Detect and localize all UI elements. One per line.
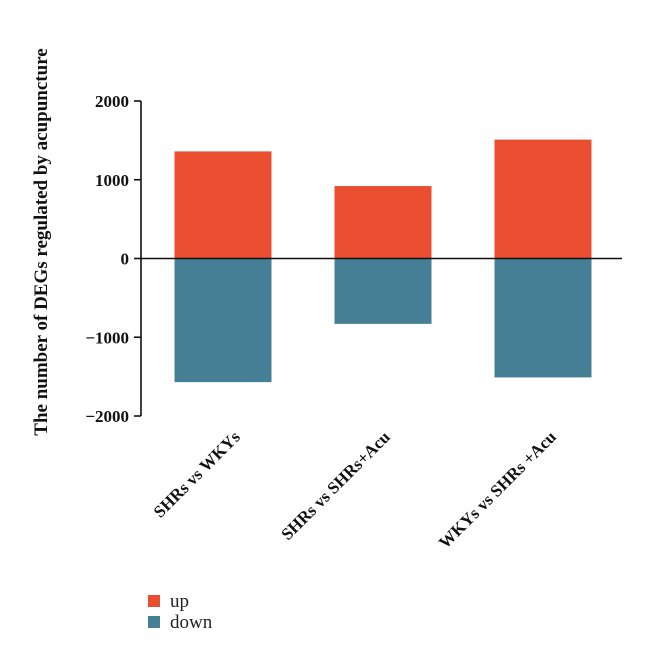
legend-label-up: up [170, 591, 189, 612]
legend-swatch-up [148, 595, 160, 607]
category-labels: SHRs vs WKYs SHRs vs SHRs+Acu WKYs vs SHRs… [150, 427, 560, 552]
legend-label-down: down [170, 612, 213, 633]
y-tick-label: −2000 [85, 407, 129, 426]
x-category-label: SHRs vs WKYs [150, 427, 244, 521]
y-axis-title-group: The number of DEGs regulated by acupunct… [31, 48, 52, 435]
y-tick-label: 2000 [95, 92, 129, 111]
bars [174, 139, 592, 383]
bar-up [334, 186, 432, 259]
bar-down [334, 258, 432, 324]
y-tick-label: −1000 [85, 328, 129, 347]
bar-down [494, 258, 592, 378]
bar-down [174, 258, 272, 383]
y-axis-title: The number of DEGs regulated by acupunct… [31, 48, 52, 435]
x-category-label: SHRs vs SHRs+Acu [277, 427, 393, 543]
y-ticks: 2000 1000 0 −1000 −2000 [85, 92, 141, 426]
bar-up [494, 139, 592, 259]
y-tick-label: 1000 [95, 171, 129, 190]
legend-swatch-down [148, 616, 160, 628]
bar-up [174, 151, 272, 259]
x-category-label: WKYs vs SHRs +Acu [435, 427, 560, 552]
y-tick-label: 0 [121, 250, 130, 269]
